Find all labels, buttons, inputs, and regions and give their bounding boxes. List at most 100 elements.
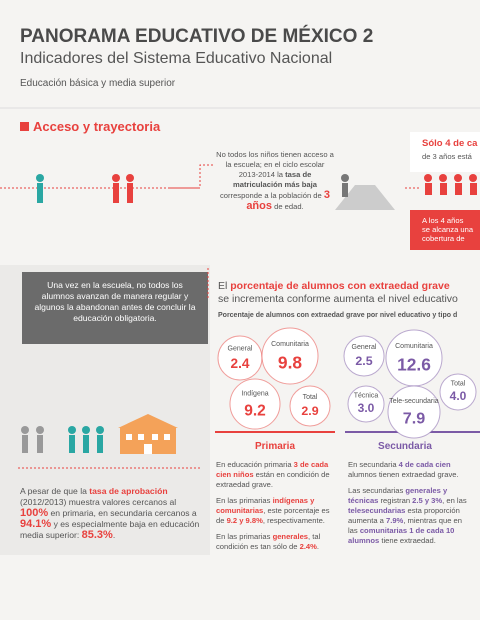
text: telesecundarias (348, 506, 406, 515)
bubble-value: 7.9 (403, 410, 425, 428)
intro: Una vez en la escuela, no todos los alum… (34, 280, 196, 323)
bubble-value: 12.6 (397, 355, 431, 375)
text: Las secundarias (348, 486, 406, 495)
text: 85.3% (81, 529, 113, 541)
text: registran (378, 496, 413, 505)
bubble-value: 2.5 (355, 354, 372, 368)
text: 3 de cada cien niños (216, 460, 329, 479)
overage-subtitle: se incrementa conforme aumenta el nivel … (218, 293, 458, 305)
paragraph: Las secundarias generales y técnicas reg… (348, 486, 473, 546)
scope: Educación básica y media superior (20, 78, 176, 89)
text: En secundaria (348, 460, 399, 469)
text: de edad. (272, 202, 304, 211)
subtitle: Indicadores del Sistema Educativo Nacion… (20, 50, 333, 67)
bubble (439, 373, 477, 411)
text: , este porcentaje es de (216, 506, 330, 525)
text: 7.9% (386, 516, 404, 525)
title: PANORAMA EDUCATIVO DE MÉXICO 2 (20, 26, 374, 47)
text: A los 4 años (422, 216, 464, 225)
paragraph: En secundaria 4 de cada cien alumnos tie… (348, 460, 473, 480)
bubble-name: Indígena (241, 390, 268, 397)
text: 3 años (246, 189, 330, 212)
level-label: Secundaria (378, 441, 432, 452)
text: tasa de matriculación más baja (233, 170, 317, 189)
text: 1 de cada 10 alumnos (348, 526, 455, 545)
text: No todos los niños tienen acceso a la es… (216, 150, 334, 179)
bubble-name: Tele-secundaria (389, 398, 439, 405)
bubble (261, 327, 319, 385)
bubble-value: 4.0 (450, 389, 467, 403)
children-icons (424, 174, 477, 195)
bubble-name: Total (303, 394, 318, 401)
heading-icon (20, 122, 29, 131)
side-note-box (410, 210, 480, 250)
text: indígenas y comunitarias (216, 496, 315, 515)
bubble (289, 385, 331, 427)
text: , respectivamente. (262, 516, 325, 525)
text: tasa de aprobación (89, 486, 168, 496)
bubble-name: General (228, 345, 253, 352)
timeline (170, 164, 215, 189)
bubble-name: Técnica (354, 393, 379, 400)
side-note: A los 4 años se alcanza una cobertura de (422, 216, 473, 243)
text: esta proporción aumenta a (348, 506, 460, 525)
text: 4 de cada cien (398, 460, 451, 469)
approval: A pesar de que la tasa de aprobación (20… (20, 486, 200, 541)
primaria-text: En educación primaria 3 de cada cien niñ… (216, 460, 336, 558)
bubble-value: 9.2 (244, 402, 266, 419)
text: en primaria, en secundaria cercanos a (48, 508, 197, 518)
walker-icons (36, 174, 44, 203)
bubble-name: General (352, 344, 377, 351)
text: porcentaje de alumnos con extraedad grav… (230, 280, 450, 292)
bubble (347, 385, 385, 423)
bubble-value: 3.0 (358, 401, 375, 415)
bubble-name: Comunitaria (395, 343, 433, 350)
text: , tal condición es tan sólo de (216, 532, 321, 551)
intro-box (22, 272, 208, 344)
text: (2012/2013) muestra valores cercanos al (20, 497, 177, 507)
text: generales (272, 532, 309, 541)
paragraph: En educación primaria 3 de cada cien niñ… (216, 460, 336, 490)
paragraph: En las primarias generales, tal condició… (216, 532, 336, 552)
bubble (387, 385, 441, 439)
text: 2.5 y 3% (412, 496, 443, 505)
text: . (316, 542, 320, 551)
walker-icons (21, 426, 44, 453)
text: y es especialmente baja en educación med… (20, 519, 200, 540)
bubble (343, 335, 385, 377)
text: En educación primaria (216, 460, 294, 469)
section-heading: Acceso y trayectoria (33, 119, 161, 134)
walker-icons (68, 426, 104, 453)
text: 2.4% (299, 542, 317, 551)
text: tiene extraedad. (379, 536, 436, 545)
bubble-value: 9.8 (278, 353, 302, 373)
bubble-name: Total (451, 381, 466, 388)
text: están en condición de extraedad grave. (216, 470, 330, 489)
text: A pesar de que la (20, 486, 90, 496)
bubble-value: 2.4 (231, 356, 250, 371)
text: En las primarias (216, 496, 273, 505)
text: corresponde a la población de (220, 191, 324, 200)
bubble (229, 378, 281, 430)
text: generales y técnicas (348, 486, 448, 505)
text: El (218, 280, 231, 292)
bubble-name: Comunitaria (271, 341, 309, 348)
caption: Porcentaje de alumnos con extraedad grav… (218, 312, 458, 319)
text: . (112, 530, 116, 540)
stairs-icon (335, 174, 395, 210)
school-icon (118, 414, 178, 454)
text: comunitarias (359, 526, 408, 535)
text: En las primarias (216, 532, 273, 541)
bubble-value: 2.9 (301, 404, 318, 418)
text: , en las (442, 496, 467, 505)
paragraph: En las primarias indígenas y comunitaria… (216, 496, 336, 526)
text: 94.1% (20, 518, 52, 530)
access-note: No todos los niños tienen acceso a la es… (215, 150, 335, 212)
walker-icons (112, 174, 134, 203)
secundaria-text: En secundaria 4 de cada cien alumnos tie… (348, 460, 473, 552)
text: se alcanza una (422, 225, 474, 234)
text: 100% (20, 507, 49, 519)
text: alumnos tienen extraedad grave. (348, 470, 459, 479)
